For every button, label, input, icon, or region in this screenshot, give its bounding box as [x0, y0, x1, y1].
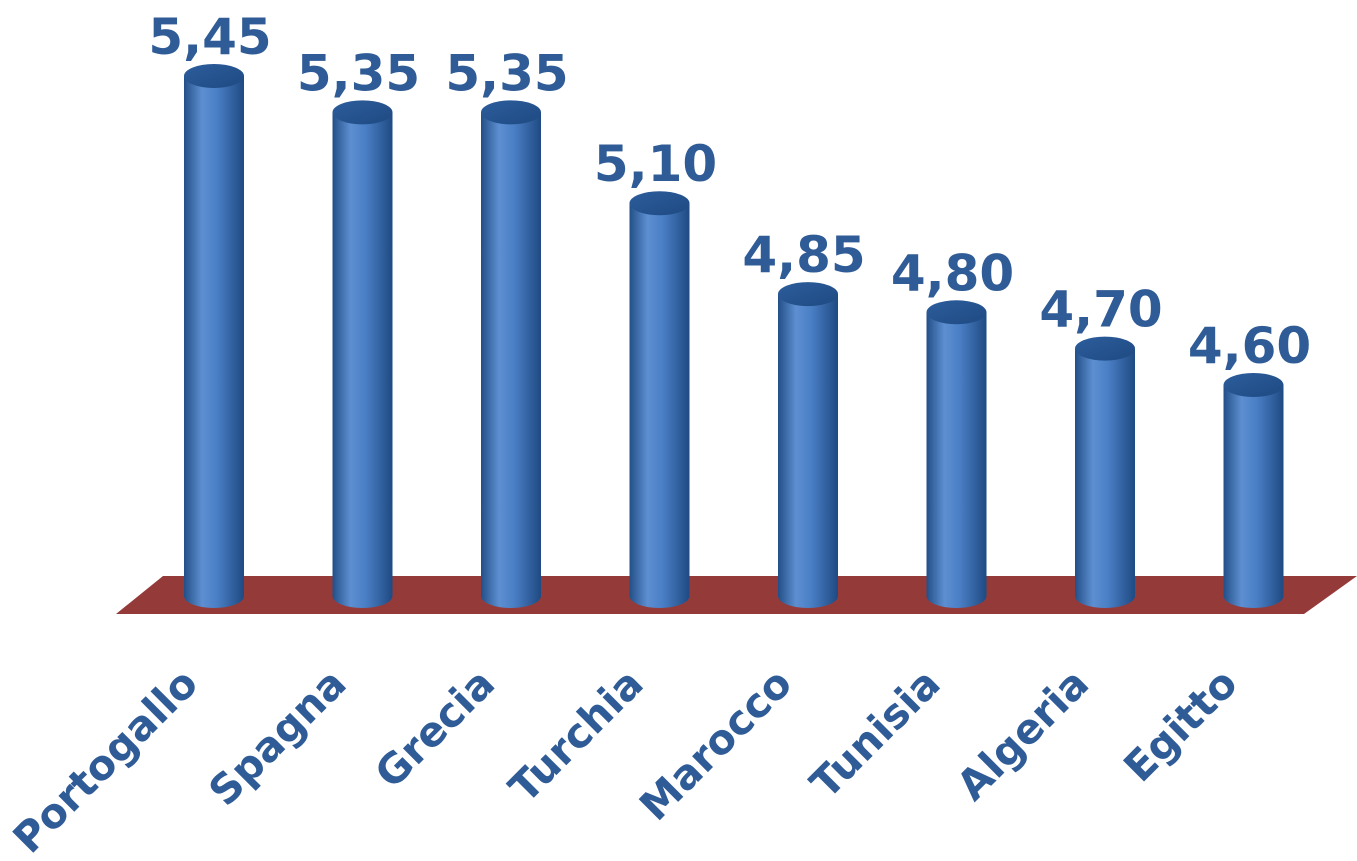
- bar-top: [1223, 373, 1284, 397]
- value-label: 4,70: [1039, 281, 1162, 339]
- bar-spagna: [332, 100, 393, 609]
- value-label: 5,35: [445, 44, 568, 102]
- bar-body: [332, 112, 393, 609]
- bar-body: [926, 312, 987, 608]
- category-label: Grecia: [366, 659, 504, 797]
- value-label: 5,35: [297, 44, 420, 102]
- bar-algeria: [1075, 336, 1135, 608]
- category-label: Marocco: [630, 659, 801, 830]
- category-label: Portogallo: [4, 659, 207, 861]
- category-label: Egitto: [1114, 659, 1246, 791]
- bar-tunisia: [926, 300, 987, 608]
- bar-body: [1223, 385, 1284, 608]
- value-label: 4,85: [742, 226, 865, 284]
- bar-top: [778, 282, 838, 307]
- value-label: 4,60: [1188, 317, 1311, 375]
- value-labels: 5,45 5,35 5,35 5,10 4,85 4,80 4,70 4,60: [148, 8, 1311, 375]
- value-label: 5,10: [594, 135, 717, 193]
- bar-top: [184, 64, 244, 88]
- bar-body: [1075, 348, 1135, 608]
- bar-marocco: [778, 282, 838, 608]
- bar-top: [1075, 336, 1135, 361]
- category-label: Turchia: [500, 659, 653, 812]
- chart-floor: [116, 576, 1357, 614]
- bar-top: [332, 100, 393, 125]
- bar-body: [481, 112, 541, 609]
- bar-body: [778, 294, 838, 608]
- category-label: Algeria: [948, 659, 1099, 810]
- bar-turchia: [629, 191, 690, 608]
- category-label: Spagna: [199, 659, 355, 815]
- bar-top: [629, 191, 690, 216]
- bar-body: [629, 203, 690, 608]
- value-label: 5,45: [148, 8, 271, 66]
- bar-top: [926, 300, 987, 325]
- bar-series: [184, 64, 1284, 609]
- bar-top: [481, 100, 541, 125]
- value-label: 4,80: [891, 244, 1014, 302]
- bar-portogallo: [184, 64, 244, 608]
- bar-grecia: [481, 100, 541, 609]
- bar-egitto: [1223, 373, 1284, 608]
- category-label: Tunisia: [801, 659, 950, 808]
- bar-body: [184, 76, 244, 608]
